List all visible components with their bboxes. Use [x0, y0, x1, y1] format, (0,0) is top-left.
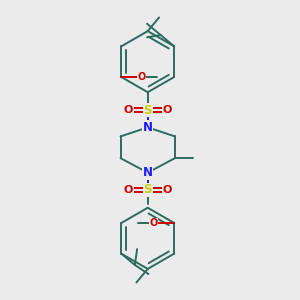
Text: O: O [150, 218, 158, 228]
Text: S: S [143, 183, 152, 196]
Text: O: O [124, 105, 133, 116]
Text: N: N [143, 121, 153, 134]
Text: O: O [124, 184, 133, 195]
Text: O: O [137, 72, 146, 82]
Text: O: O [162, 184, 172, 195]
Text: N: N [143, 166, 153, 179]
Text: N: N [143, 121, 153, 134]
Text: S: S [143, 104, 152, 117]
Text: O: O [162, 105, 172, 116]
